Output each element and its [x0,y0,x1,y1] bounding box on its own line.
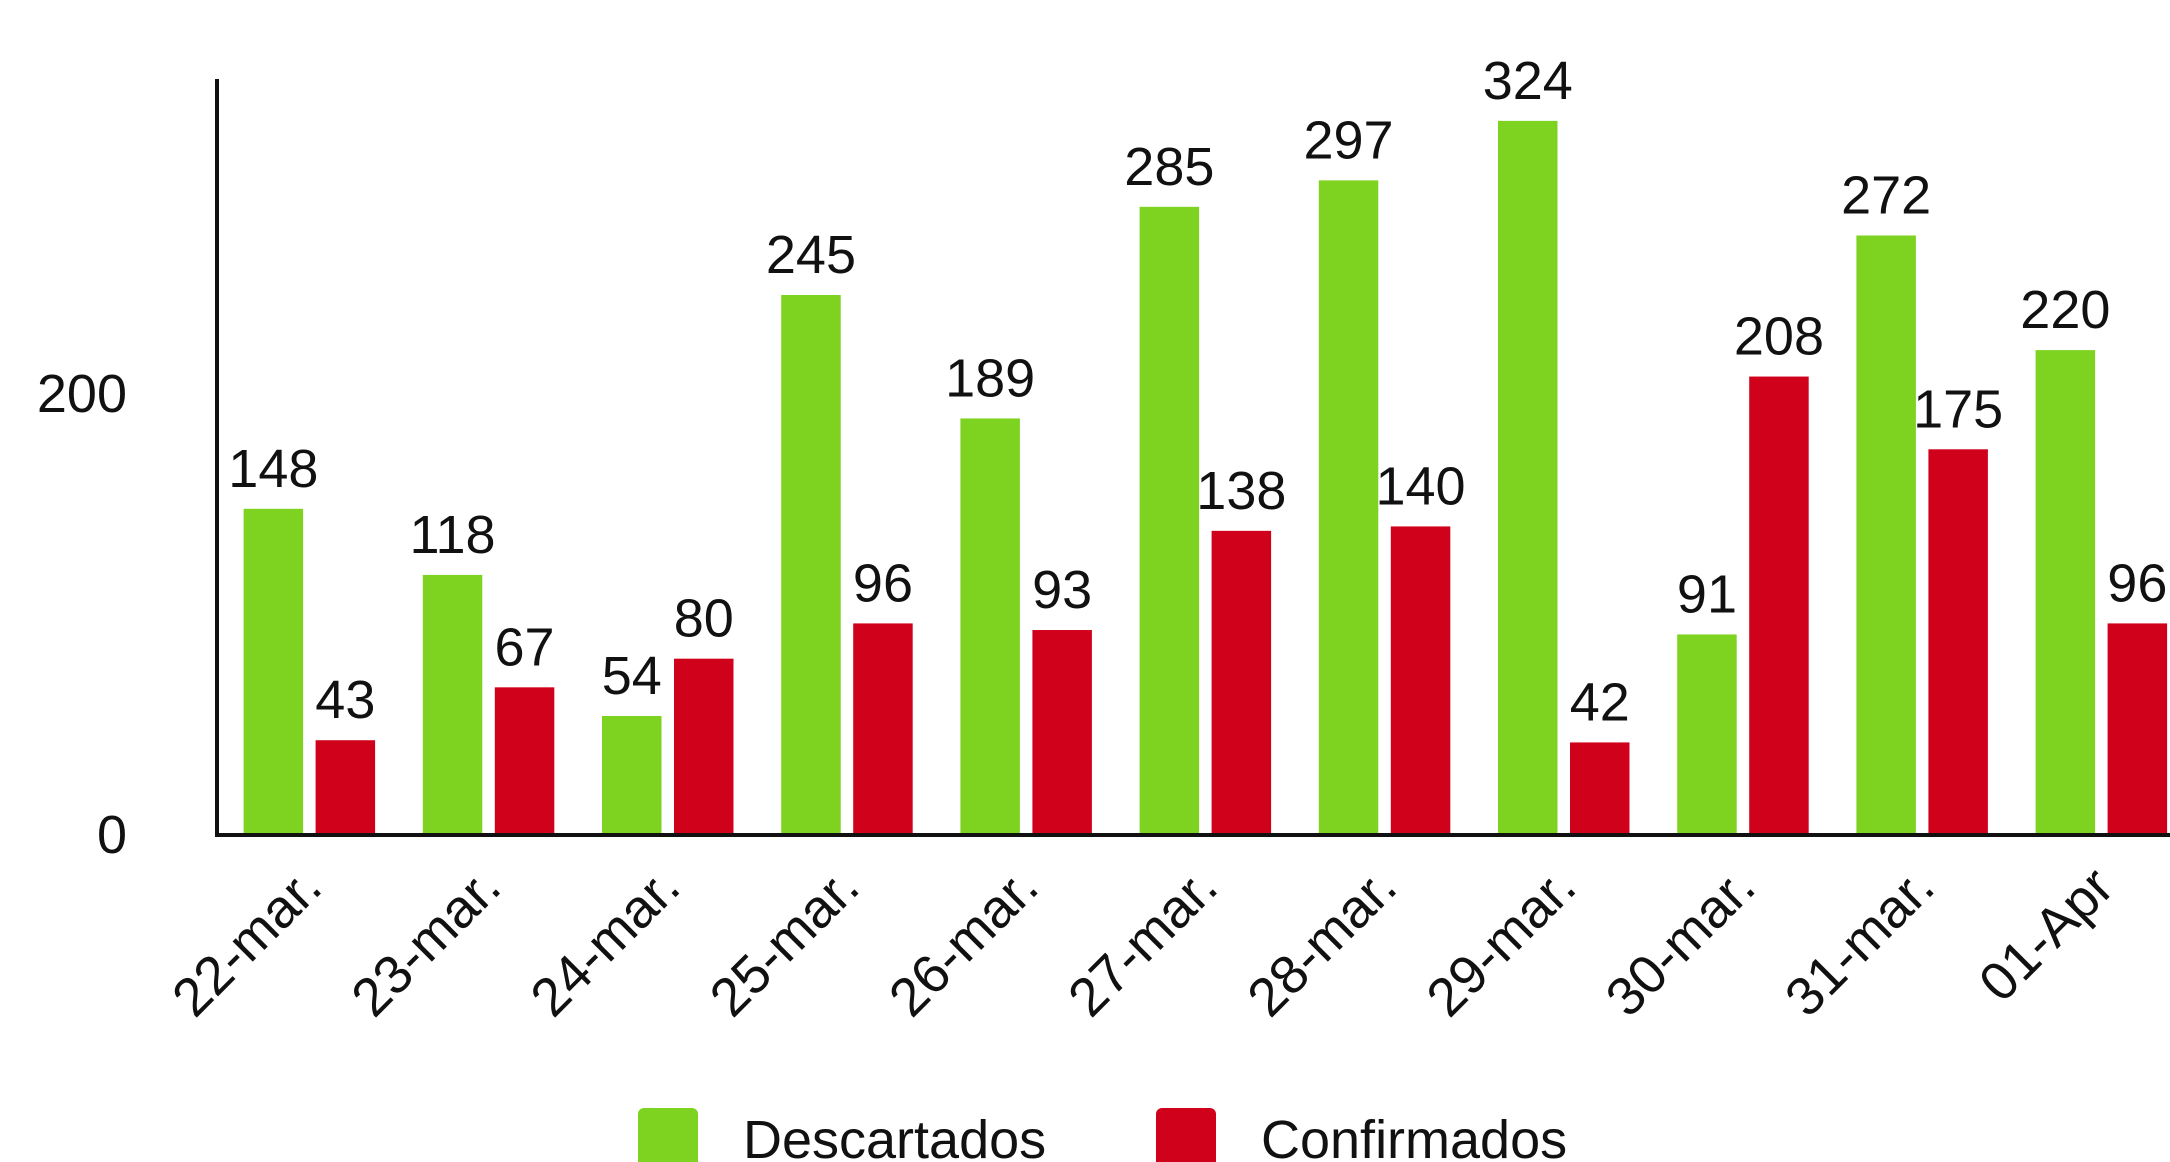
value-label: 208 [1734,307,1824,367]
legend-swatch [638,1108,698,1162]
bar [853,623,913,835]
bar [2107,623,2168,835]
x-tick-label: 27-mar. [1057,856,1229,1028]
legend-label: Descartados [743,1110,1046,1162]
x-tick-label: 22-mar. [161,856,333,1028]
bar [1139,206,1200,835]
value-label: 42 [1570,672,1630,732]
bar [1211,530,1272,835]
value-label: 245 [766,225,856,285]
x-tick-label: 28-mar. [1236,856,1408,1028]
value-label: 138 [1196,461,1286,521]
bar [494,687,555,835]
value-label: 54 [602,646,662,706]
bar [1677,634,1737,835]
bar [1498,120,1558,835]
bar [1570,742,1630,835]
bar [422,574,483,835]
bar [315,740,376,835]
bar [781,295,841,835]
x-tick-label: 25-mar. [699,856,871,1028]
bar [602,715,662,835]
bar [1749,376,1809,835]
legend-label: Confirmados [1261,1110,1567,1162]
bar [2035,350,2096,835]
value-label: 148 [228,439,318,499]
value-label: 140 [1375,456,1465,516]
value-label: 324 [1483,51,1573,111]
value-label: 220 [2020,280,2110,340]
x-tick-label: 23-mar. [340,856,512,1028]
x-tick-label: 24-mar. [519,856,691,1028]
value-label: 80 [674,589,734,649]
x-tick-label: 30-mar. [1595,856,1767,1028]
value-label: 67 [495,617,555,677]
bar [1928,449,1988,835]
value-label: 96 [853,553,913,613]
value-label: 297 [1303,110,1393,170]
bar [960,418,1020,835]
value-label: 93 [1032,560,1092,620]
bar [674,658,734,835]
value-label: 285 [1124,137,1214,197]
value-label: 272 [1841,165,1931,225]
bar [1856,235,1916,835]
value-label: 175 [1913,379,2003,439]
bar [1318,180,1379,835]
y-tick-label: 200 [37,364,127,424]
value-label: 91 [1677,564,1737,624]
bar [1032,630,1092,835]
value-label: 118 [410,505,496,565]
x-tick-label: 31-mar. [1774,856,1946,1028]
value-label: 43 [315,670,375,730]
legend-swatch [1156,1108,1216,1162]
y-tick-label: 0 [97,805,127,865]
x-tick-label: 29-mar. [1415,856,1587,1028]
value-label: 96 [2107,553,2167,613]
bar [243,508,304,835]
x-tick-label: 01-Apr [1968,856,2125,1013]
x-tick-label: 26-mar. [878,856,1050,1028]
bar [1390,526,1451,835]
value-label: 189 [945,348,1035,408]
